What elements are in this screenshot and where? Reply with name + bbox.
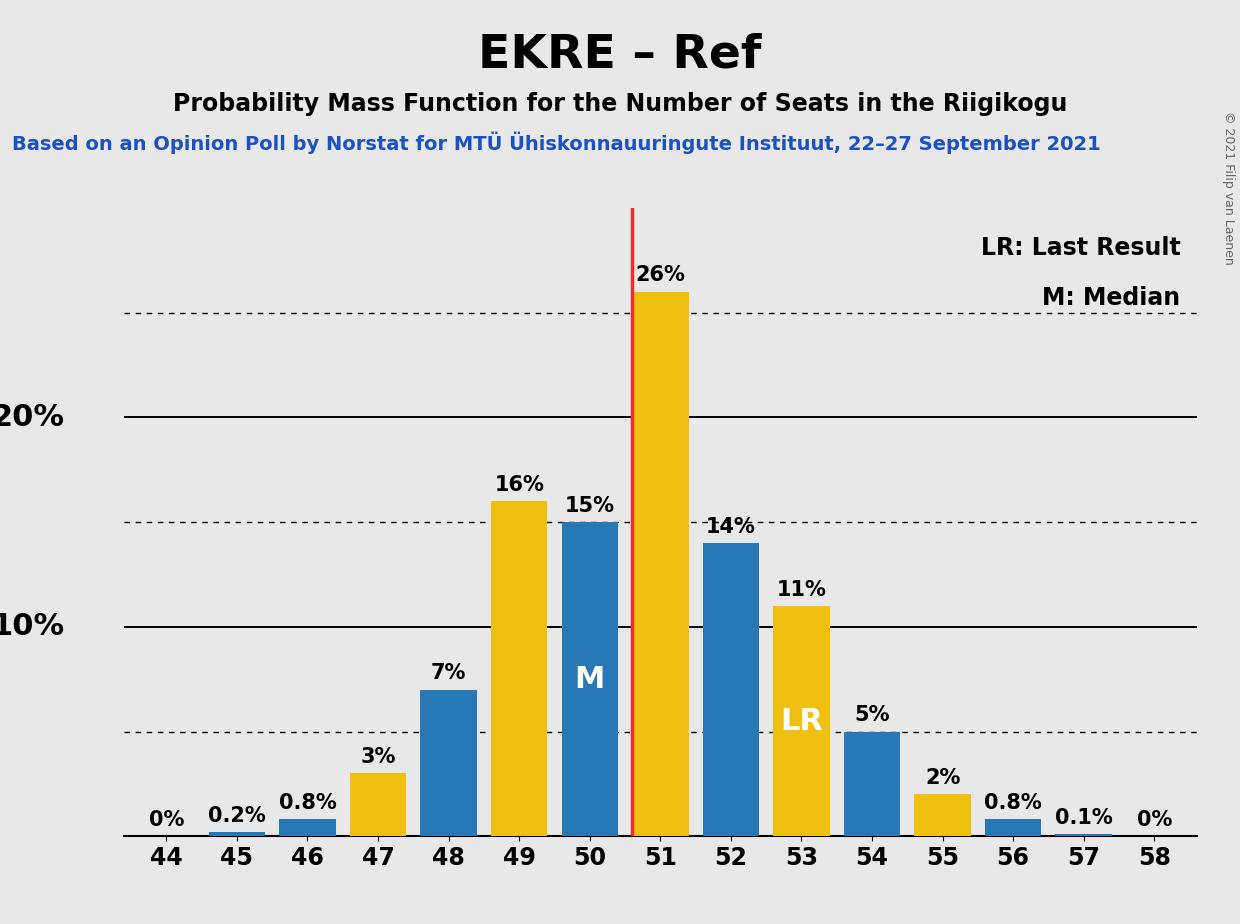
Bar bbox=[985, 820, 1042, 836]
Text: 14%: 14% bbox=[706, 517, 756, 537]
Bar bbox=[491, 501, 547, 836]
Text: 20%: 20% bbox=[0, 403, 64, 432]
Text: LR: Last Result: LR: Last Result bbox=[981, 237, 1180, 261]
Text: EKRE – Ref: EKRE – Ref bbox=[479, 32, 761, 78]
Text: © 2021 Filip van Laenen: © 2021 Filip van Laenen bbox=[1223, 111, 1235, 264]
Text: 0.2%: 0.2% bbox=[208, 806, 265, 826]
Text: 16%: 16% bbox=[495, 475, 544, 495]
Text: 11%: 11% bbox=[776, 579, 826, 600]
Text: M: M bbox=[574, 664, 605, 694]
Text: 0.1%: 0.1% bbox=[1055, 808, 1112, 828]
Text: 7%: 7% bbox=[432, 663, 466, 684]
Bar bbox=[914, 795, 971, 836]
Bar bbox=[279, 820, 336, 836]
Text: 3%: 3% bbox=[361, 748, 396, 767]
Text: 0%: 0% bbox=[149, 810, 184, 830]
Text: 0.8%: 0.8% bbox=[279, 793, 336, 813]
Text: 0.8%: 0.8% bbox=[985, 793, 1042, 813]
Text: LR: LR bbox=[780, 707, 823, 736]
Text: 2%: 2% bbox=[925, 768, 960, 788]
Text: 26%: 26% bbox=[635, 265, 686, 286]
Text: 15%: 15% bbox=[564, 496, 615, 516]
Text: Probability Mass Function for the Number of Seats in the Riigikogu: Probability Mass Function for the Number… bbox=[172, 92, 1068, 116]
Text: 10%: 10% bbox=[0, 613, 64, 641]
Bar bbox=[632, 292, 688, 836]
Bar bbox=[562, 522, 618, 836]
Bar bbox=[208, 832, 265, 836]
Bar bbox=[420, 689, 477, 836]
Bar bbox=[774, 606, 830, 836]
Bar bbox=[843, 732, 900, 836]
Text: M: Median: M: Median bbox=[1043, 286, 1180, 310]
Text: 0%: 0% bbox=[1137, 810, 1172, 830]
Bar bbox=[1055, 834, 1112, 836]
Bar bbox=[703, 543, 759, 836]
Text: Based on an Opinion Poll by Norstat for MTÜ Ühiskonnauuringute Instituut, 22–27 : Based on an Opinion Poll by Norstat for … bbox=[12, 131, 1101, 153]
Bar bbox=[350, 773, 407, 836]
Text: 5%: 5% bbox=[854, 705, 890, 725]
